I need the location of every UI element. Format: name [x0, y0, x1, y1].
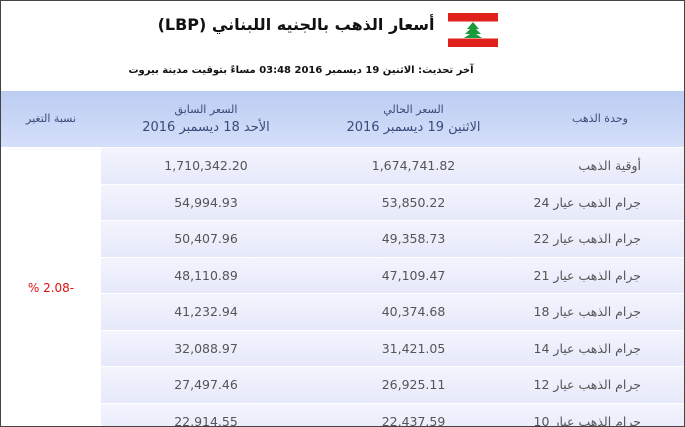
table-row: جرام الذهب عيار 18 40,374.68 41,232.94 — [101, 294, 684, 330]
last-updated: آخر تحديث: الاثنين 19 ديسمبر 2016 03:48 … — [128, 65, 474, 76]
current-price: 53,850.22 — [381, 194, 446, 210]
current-price: 40,374.68 — [381, 304, 446, 319]
header-cell: السعر الحالي الاثنين 19 ديسمبر 2016 — [311, 91, 516, 147]
gold-unit: جرام الذهب عيار 14 — [533, 340, 641, 356]
gold-unit: جرام الذهب عيار 21 — [533, 267, 641, 283]
current-price: 49,358.73 — [381, 231, 446, 246]
header-label: وحدة الذهب — [572, 112, 628, 125]
table-header: وحدة الذهب السعر الحالي الاثنين 19 ديسمبر… — [1, 91, 684, 147]
gold-unit: جرام الذهب عيار 24 — [533, 194, 641, 210]
current-price: 31,421.05 — [381, 340, 446, 356]
current-price: 47,109.47 — [381, 267, 446, 283]
current-price: 1,674,741.82 — [371, 158, 456, 173]
previous-price: 54,994.93 — [174, 194, 238, 210]
title: أسعار الذهب بالجنيه اللبناني (LBP) — [157, 15, 435, 34]
current-price: 26,925.11 — [381, 377, 446, 392]
change-cell: % 2.08- — [27, 281, 75, 295]
header-cell: وحدة الذهب — [516, 91, 684, 147]
header-label: نسبة التغير — [26, 112, 77, 125]
previous-price: 22,914.55 — [174, 413, 238, 427]
previous-price: 32,088.97 — [174, 340, 238, 356]
header-label: السعر السابق — [174, 103, 238, 116]
previous-price: 27,497.46 — [174, 377, 238, 392]
table-row: أوقية الذهب 1,674,741.82 1,710,342.20 — [101, 148, 684, 184]
table-row: جرام الذهب عيار 22 49,358.73 50,407.96 — [101, 221, 684, 257]
gold-unit: جرام الذهب عيار 18 — [533, 304, 641, 319]
lebanon-flag — [448, 13, 498, 47]
gold-unit: جرام الذهب عيار 12 — [533, 377, 641, 392]
gold-unit: جرام الذهب عيار 22 — [533, 231, 641, 246]
header-label: السعر الحالي — [383, 103, 444, 116]
gold-unit: أوقية الذهب — [578, 158, 641, 173]
previous-price: 41,232.94 — [174, 304, 238, 319]
header-date: الأحد 18 ديسمبر 2016 — [142, 120, 270, 135]
header-cell: السعر السابق الأحد 18 ديسمبر 2016 — [101, 91, 311, 147]
table-row: جرام الذهب عيار 14 31,421.05 32,088.97 — [101, 330, 684, 366]
table-row: جرام الذهب عيار 24 53,850.22 54,994.93 — [101, 184, 684, 220]
header-cell: نسبة التغير — [1, 91, 101, 147]
previous-price: 1,710,342.20 — [164, 158, 248, 173]
table-row: جرام الذهب عيار 21 47,109.47 48,110.89 — [101, 257, 684, 293]
current-price: 22,437.59 — [381, 413, 446, 427]
header-date: الاثنين 19 ديسمبر 2016 — [346, 120, 481, 135]
previous-price: 48,110.89 — [174, 267, 238, 283]
table-row: جرام الذهب عيار 10 22,437.59 22,914.55 — [101, 403, 684, 427]
table-row: جرام الذهب عيار 12 26,925.11 27,497.46 — [101, 367, 684, 403]
gold-unit: جرام الذهب عيار 10 — [533, 413, 641, 427]
previous-price: 50,407.96 — [174, 231, 238, 246]
